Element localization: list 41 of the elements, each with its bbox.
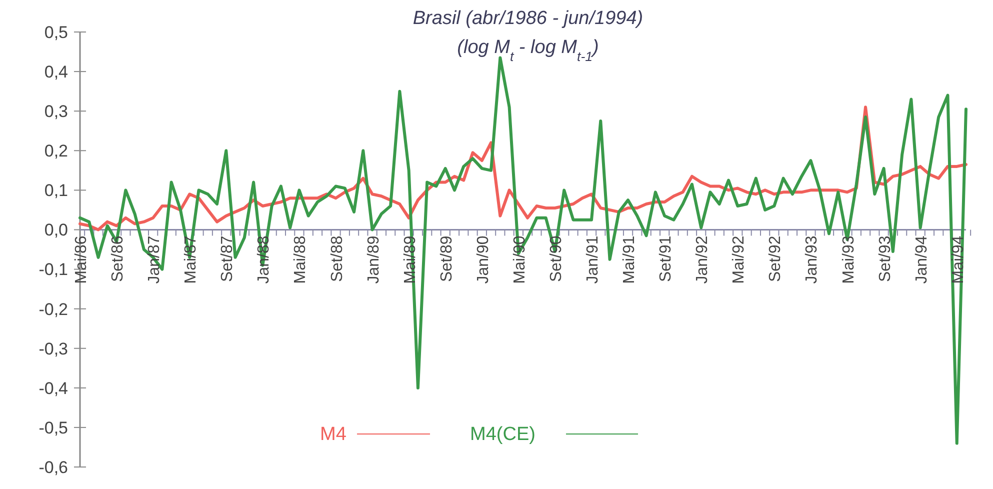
y-tick-label: -0,4 <box>38 378 68 398</box>
y-tick-label: 0,0 <box>44 220 68 240</box>
x-tick-label: Mai/94 <box>950 236 967 284</box>
y-tick-label: 0,4 <box>44 62 68 82</box>
y-tick-label: -0,3 <box>38 339 68 358</box>
y-tick-label: -0,5 <box>38 418 68 438</box>
y-tick-label: -0,1 <box>38 260 68 280</box>
x-tick-label: Jan/94 <box>913 236 930 284</box>
x-tick-label: Mai/90 <box>511 236 528 284</box>
x-tick-label: Jan/87 <box>146 236 164 284</box>
x-tick-label: Jan/89 <box>365 236 382 284</box>
y-tick-label: 0,2 <box>44 142 68 161</box>
y-tick-label: 0,5 <box>44 22 68 42</box>
x-tick-label: Mai/92 <box>730 236 748 284</box>
x-tick-label: Mai/86 <box>73 236 90 284</box>
x-tick-label: Jan/92 <box>694 236 712 284</box>
x-tick-label: Set/87 <box>219 236 236 282</box>
legend-label: M4 <box>320 424 347 445</box>
y-tick-label: -0,2 <box>38 300 68 319</box>
y-tick-label: 0,1 <box>44 181 68 200</box>
x-tick-label: Set/90 <box>548 236 565 282</box>
chart-title: Brasil (abr/1986 - jun/1994) <box>412 8 644 29</box>
x-tick-label: Set/91 <box>658 236 675 282</box>
x-tick-label: Set/93 <box>876 236 894 282</box>
x-tick-label: Mai/91 <box>621 236 638 284</box>
x-tick-label: Jan/93 <box>804 236 821 284</box>
x-tick-label: Set/92 <box>767 236 784 282</box>
x-tick-label: Set/88 <box>328 236 346 282</box>
x-tick-label: Jan/90 <box>474 236 492 284</box>
x-tick-label: Jan/88 <box>256 236 273 284</box>
y-tick-label: 0,3 <box>44 102 68 122</box>
y-tick-label: -0,6 <box>38 458 68 477</box>
x-tick-label: Jan/91 <box>584 236 602 284</box>
x-tick-label: Set/86 <box>110 236 127 282</box>
x-tick-label: Mai/93 <box>840 236 858 284</box>
x-tick-label: Mai/87 <box>182 236 200 284</box>
x-tick-label: Mai/89 <box>402 236 419 284</box>
chart-subtitle: (log M$_{t}$ - log M$_{t-1}$) <box>457 37 599 64</box>
legend-label: M4(CE) <box>470 424 536 445</box>
x-tick-label: Set/89 <box>438 236 456 282</box>
x-tick-label: Mai/88 <box>292 236 310 284</box>
